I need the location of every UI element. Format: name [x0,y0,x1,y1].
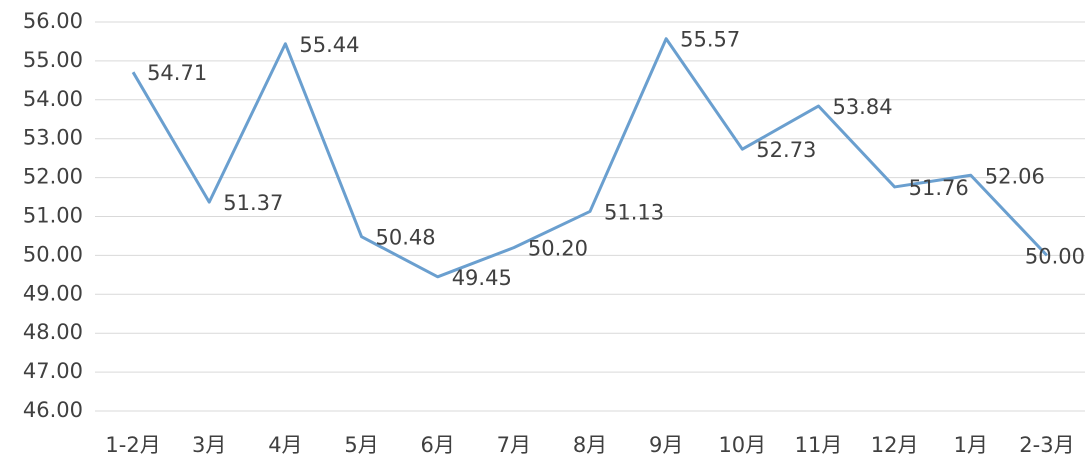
y-tick-label: 49.00 [23,281,83,305]
x-tick-label: 1月 [954,433,988,457]
data-label: 50.00 [1025,244,1085,268]
x-tick-label: 6月 [421,433,455,457]
data-label: 55.44 [299,33,359,57]
y-tick-label: 54.00 [23,87,83,111]
x-tick-label: 2-3月 [1019,433,1074,457]
data-label: 50.48 [376,226,436,250]
x-tick-label: 8月 [573,433,607,457]
y-tick-label: 52.00 [23,165,83,189]
y-tick-label: 53.00 [23,126,83,150]
x-tick-label: 5月 [344,433,378,457]
data-label: 54.71 [147,61,207,85]
data-label: 50.20 [528,237,588,261]
data-label: 55.57 [680,28,740,52]
data-label: 51.76 [909,176,969,200]
x-tick-label: 7月 [497,433,531,457]
y-tick-label: 56.00 [23,9,83,33]
data-label: 53.84 [832,95,892,119]
y-tick-label: 55.00 [23,48,83,72]
y-tick-label: 48.00 [23,320,83,344]
data-label: 52.06 [985,164,1045,188]
x-tick-label: 10月 [718,433,766,457]
y-tick-label: 51.00 [23,204,83,228]
data-label: 51.37 [223,191,283,215]
y-tick-label: 47.00 [23,359,83,383]
x-tick-label: 1-2月 [105,433,160,457]
y-tick-label: 46.00 [23,398,83,422]
data-label: 51.13 [604,200,664,224]
x-tick-label: 9月 [649,433,683,457]
y-tick-label: 50.00 [23,242,83,266]
x-tick-label: 12月 [871,433,919,457]
data-line [131,37,1049,279]
data-label: 52.73 [756,138,816,162]
x-tick-label: 3月 [192,433,226,457]
x-tick-label: 4月 [268,433,302,457]
data-label: 49.45 [452,266,512,290]
x-tick-label: 11月 [795,433,843,457]
